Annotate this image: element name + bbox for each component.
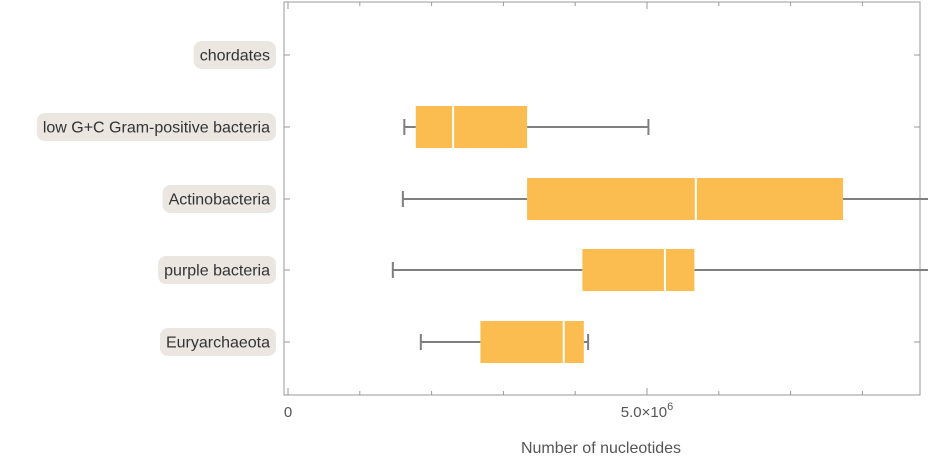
- category-label: purple bacteria: [158, 256, 276, 284]
- category-label-text: purple bacteria: [164, 263, 270, 280]
- interquartile-box: [480, 321, 584, 363]
- category-label-background: [162, 185, 276, 213]
- category-label: low G+C Gram-positive bacteria: [36, 113, 276, 141]
- box-group: [419, 321, 590, 363]
- category-label-background: [158, 256, 276, 284]
- x-tick-label-exponent: 6: [667, 401, 673, 413]
- category-label-background: [36, 113, 276, 141]
- category-label-background: [159, 328, 276, 356]
- category-label: chordates: [193, 41, 276, 69]
- x-tick-label: 5.0×106: [621, 401, 673, 421]
- category-label-text: Euryarchaeota: [166, 335, 270, 352]
- interquartile-box: [527, 178, 844, 220]
- interquartile-box: [415, 106, 528, 148]
- category-label-text: Actinobacteria: [169, 192, 270, 209]
- box-group: [403, 106, 650, 148]
- box-group: [401, 178, 928, 220]
- category-label-text: low G+C Gram-positive bacteria: [43, 120, 270, 137]
- category-labels: chordates low G+C Gram-positive bacteria A…: [36, 41, 276, 356]
- category-label: Euryarchaeota: [159, 328, 276, 356]
- category-label-text: chordates: [200, 48, 270, 65]
- x-tick-labels: 05.0×1061.0×1071.5×107: [284, 401, 673, 421]
- interquartile-box: [582, 249, 695, 291]
- x-axis-title: Number of nucleotides: [521, 440, 681, 457]
- category-label: Actinobacteria: [162, 185, 276, 213]
- category-label-background: [193, 41, 276, 69]
- x-tick-label: 0: [284, 404, 292, 421]
- box-group: [391, 249, 928, 291]
- boxes: [391, 106, 928, 363]
